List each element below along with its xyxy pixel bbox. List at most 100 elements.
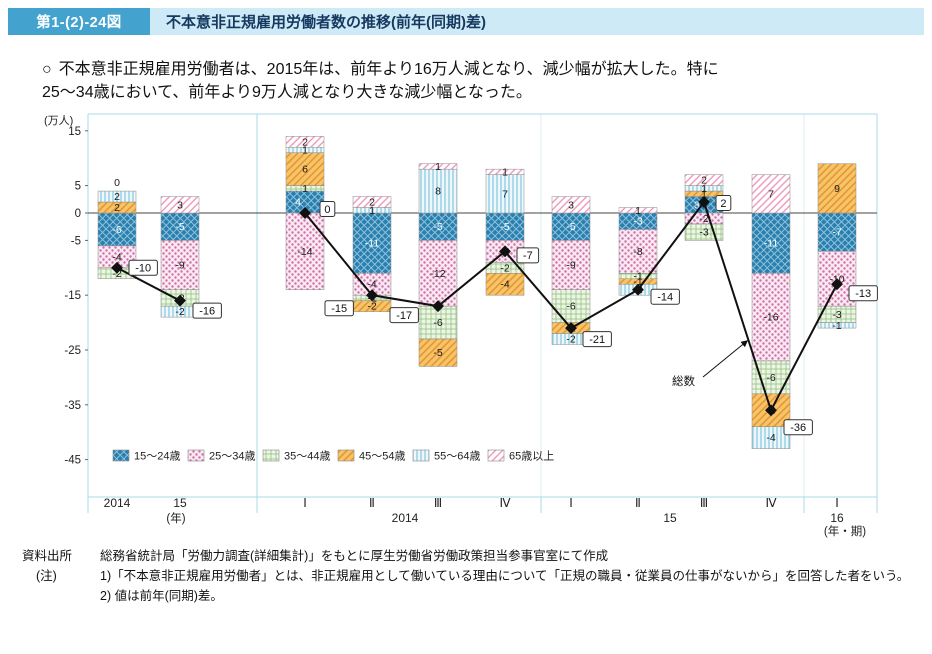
svg-text:2014: 2014 xyxy=(392,511,419,525)
svg-text:65歳以上: 65歳以上 xyxy=(509,450,554,463)
svg-text:-11: -11 xyxy=(764,238,779,250)
svg-text:Ⅲ: Ⅲ xyxy=(434,496,442,510)
svg-text:-3: -3 xyxy=(633,216,642,228)
svg-text:15〜24歳: 15〜24歳 xyxy=(134,450,180,463)
svg-text:1: 1 xyxy=(701,183,707,195)
total-value-boxes: -10-160-15-17-7-21-142-36-13 xyxy=(128,195,878,436)
summary-paragraph: ○ 不本意非正規雇用労働者は、2015年は、前年より16万人減となり、減少幅が拡大… xyxy=(42,58,914,104)
svg-text:15: 15 xyxy=(173,496,187,510)
svg-text:0: 0 xyxy=(75,208,81,220)
svg-text:-36: -36 xyxy=(790,422,806,434)
svg-text:-5: -5 xyxy=(500,221,509,233)
svg-text:総数: 総数 xyxy=(672,374,695,388)
chart-legend: 15〜24歳 25〜34歳 35〜44歳 45〜54歳 55〜64歳 65歳以上 xyxy=(112,450,554,463)
svg-text:Ⅱ: Ⅱ xyxy=(635,496,641,510)
svg-text:-12: -12 xyxy=(430,268,445,280)
svg-text:Ⅳ: Ⅳ xyxy=(765,496,776,510)
svg-text:-4: -4 xyxy=(500,279,509,291)
svg-text:-45: -45 xyxy=(64,455,81,467)
chart-frame xyxy=(87,113,878,513)
svg-text:3: 3 xyxy=(568,199,574,211)
svg-text:45〜54歳: 45〜54歳 xyxy=(359,450,405,463)
svg-text:-2: -2 xyxy=(175,306,184,318)
note-label: (注) xyxy=(36,569,57,583)
svg-text:-14: -14 xyxy=(297,246,312,258)
segment-value-labels: -6-4-2220-5-9-3-234-141612-11-4-1-212-5-… xyxy=(112,136,844,444)
svg-text:0: 0 xyxy=(114,177,120,189)
svg-text:-5: -5 xyxy=(71,235,81,247)
svg-text:15: 15 xyxy=(68,126,81,138)
svg-text:-14: -14 xyxy=(657,292,673,304)
svg-text:Ⅰ: Ⅰ xyxy=(303,496,307,510)
svg-text:-3: -3 xyxy=(832,309,841,321)
svg-text:-3: -3 xyxy=(699,227,708,239)
note-item-2: 2) 値は前年(同期)差。 xyxy=(100,589,223,603)
svg-text:-17: -17 xyxy=(396,310,412,322)
svg-text:25〜34歳: 25〜34歳 xyxy=(209,450,255,463)
svg-text:Ⅱ: Ⅱ xyxy=(369,496,375,510)
svg-text:-8: -8 xyxy=(633,246,642,258)
svg-text:-1: -1 xyxy=(832,320,841,332)
total-annotation: 総数 xyxy=(672,340,749,388)
svg-text:-15: -15 xyxy=(64,290,81,302)
svg-text:-21: -21 xyxy=(589,334,605,346)
svg-text:-2: -2 xyxy=(500,262,509,274)
svg-text:5: 5 xyxy=(75,181,81,193)
figure-title: 不本意非正規雇用労働者数の推移(前年(同期)差) xyxy=(166,14,486,31)
svg-text:-11: -11 xyxy=(365,238,380,250)
svg-text:-2: -2 xyxy=(367,301,376,313)
svg-text:Ⅲ: Ⅲ xyxy=(700,496,708,510)
svg-text:-1: -1 xyxy=(633,276,642,288)
source-row: 資料出所 総務省統計局「労働力調査(詳細集計)」をもとに厚生労働省労働政策担当参… xyxy=(22,546,914,566)
svg-text:-4: -4 xyxy=(367,279,376,291)
svg-text:-5: -5 xyxy=(433,347,442,359)
source-text: 総務省統計局「労働力調査(詳細集計)」をもとに厚生労働省労働政策担当参事官室にて… xyxy=(100,549,609,563)
svg-text:15: 15 xyxy=(663,511,677,525)
note-item-1: 1)「不本意非正規雇用労働者」とは、非正規雇用として働いている理由について「正規… xyxy=(100,569,910,583)
svg-text:1: 1 xyxy=(635,205,641,217)
svg-text:-7: -7 xyxy=(832,227,841,239)
svg-text:-4: -4 xyxy=(112,251,121,263)
footer-notes: 資料出所 総務省統計局「労働力調査(詳細集計)」をもとに厚生労働省労働政策担当参… xyxy=(22,546,914,606)
svg-text:9: 9 xyxy=(834,183,840,195)
svg-text:8: 8 xyxy=(435,186,441,198)
svg-text:-10: -10 xyxy=(135,263,151,275)
svg-text:(万人): (万人) xyxy=(44,114,73,127)
svg-text:-7: -7 xyxy=(523,250,533,262)
svg-text:2: 2 xyxy=(302,136,308,148)
svg-text:-25: -25 xyxy=(64,345,81,357)
svg-text:-16: -16 xyxy=(199,305,215,317)
svg-text:Ⅰ: Ⅰ xyxy=(835,496,839,510)
svg-text:-9: -9 xyxy=(175,260,184,272)
svg-text:6: 6 xyxy=(302,164,308,176)
svg-text:Ⅳ: Ⅳ xyxy=(499,496,510,510)
stacked-bar-chart: -6-4-2220-5-9-3-234-141612-11-4-1-212-5-… xyxy=(44,113,878,538)
svg-text:-4: -4 xyxy=(766,432,775,444)
svg-text:3: 3 xyxy=(177,199,183,211)
svg-text:1: 1 xyxy=(435,161,441,173)
svg-text:1: 1 xyxy=(302,183,308,195)
svg-text:-35: -35 xyxy=(64,400,81,412)
svg-text:1: 1 xyxy=(369,205,375,217)
svg-text:3: 3 xyxy=(694,199,700,211)
figure-number-badge: 第1-(2)-24図 xyxy=(8,8,150,35)
svg-text:-5: -5 xyxy=(433,221,442,233)
svg-text:Ⅰ: Ⅰ xyxy=(569,496,573,510)
svg-text:-6: -6 xyxy=(112,224,121,236)
svg-text:2: 2 xyxy=(114,191,120,203)
svg-text:-16: -16 xyxy=(763,312,778,324)
svg-text:7: 7 xyxy=(502,188,508,200)
summary-line-1: ○ 不本意非正規雇用労働者は、2015年は、前年より16万人減となり、減少幅が拡大… xyxy=(42,58,914,81)
svg-text:1: 1 xyxy=(502,166,508,178)
svg-text:-6: -6 xyxy=(433,317,442,329)
svg-text:2: 2 xyxy=(114,202,120,214)
summary-line-2: 25〜34歳において、前年より9万人減となり大きな減少幅となった。 xyxy=(42,84,532,102)
summary-text-1: 不本意非正規雇用労働者は、2015年は、前年より16万人減となり、減少幅が拡大し… xyxy=(58,61,719,78)
svg-text:1: 1 xyxy=(302,144,308,156)
svg-text:2: 2 xyxy=(720,198,726,210)
svg-text:2: 2 xyxy=(369,197,375,209)
svg-text:55〜64歳: 55〜64歳 xyxy=(434,450,480,463)
svg-text:-1: -1 xyxy=(633,271,642,283)
svg-text:-6: -6 xyxy=(766,372,775,384)
svg-text:-15: -15 xyxy=(331,303,347,315)
